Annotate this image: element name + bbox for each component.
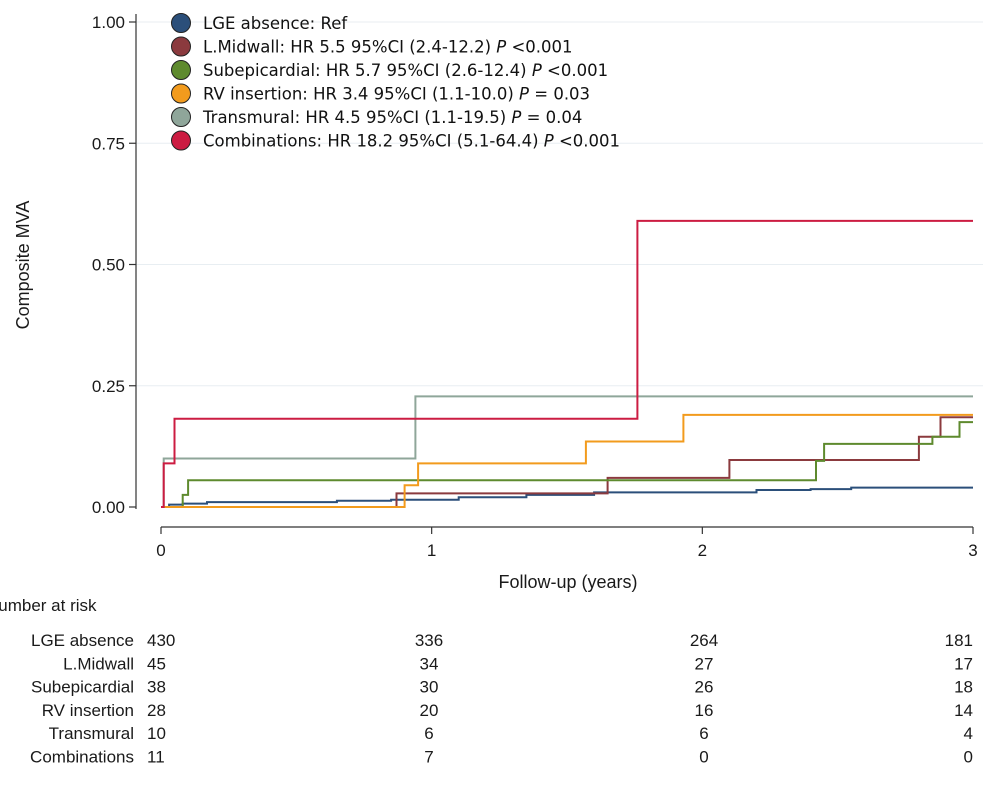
risk-cell: 28 xyxy=(147,701,166,720)
risk-cell: 26 xyxy=(695,678,714,697)
x-axis-title: Follow-up (years) xyxy=(498,572,637,592)
series-line-1 xyxy=(161,416,973,508)
risk-cell: 6 xyxy=(424,724,433,743)
risk-table-title: Number at risk xyxy=(0,596,97,615)
series-line-2 xyxy=(161,421,973,508)
risk-cell: 30 xyxy=(420,678,439,697)
risk-cell: 6 xyxy=(699,724,708,743)
risk-cell: 264 xyxy=(690,631,718,650)
legend-marker-1 xyxy=(171,36,191,57)
risk-cell: 18 xyxy=(954,678,973,697)
risk-cell: 27 xyxy=(695,654,714,673)
risk-cell: 34 xyxy=(420,654,439,673)
series-line-4 xyxy=(161,395,973,508)
legend-marker-0 xyxy=(171,13,191,33)
risk-cell: 4 xyxy=(964,724,973,743)
risk-cell: 16 xyxy=(695,701,714,720)
risk-cell: 0 xyxy=(964,748,973,767)
y-tick-label: 0.75 xyxy=(92,134,125,153)
x-tick-label: 3 xyxy=(968,541,977,560)
series-line-3 xyxy=(161,413,973,508)
y-tick-label: 0.25 xyxy=(92,377,125,396)
risk-cell: 17 xyxy=(954,654,973,673)
risk-cell: 336 xyxy=(415,631,443,650)
gridlines xyxy=(136,21,983,387)
x-tick-label: 2 xyxy=(698,541,707,560)
risk-row-label: Subepicardial xyxy=(31,678,134,697)
x-tick-label: 1 xyxy=(427,541,436,560)
legend-entry-4: Transmural: HR 4.5 95%CI (1.1-19.5) P = … xyxy=(202,108,582,127)
legend-marker-4 xyxy=(171,107,191,127)
risk-row-label: LGE absence xyxy=(31,631,134,650)
risk-row-label: Combinations xyxy=(30,748,134,767)
legend-entry-3: RV insertion: HR 3.4 95%CI (1.1-10.0) P … xyxy=(203,85,590,104)
series-lines xyxy=(161,219,973,508)
legend-entry-0: LGE absence: Ref xyxy=(203,14,348,33)
risk-cell: 20 xyxy=(420,701,439,720)
risk-cell: 14 xyxy=(954,701,973,720)
y-axis-title: Composite MVA xyxy=(13,201,33,330)
legend-marker-2 xyxy=(171,60,191,80)
legend-marker-3 xyxy=(171,83,191,104)
risk-row-label: Transmural xyxy=(49,724,134,743)
legend-entry-1: L.Midwall: HR 5.5 95%CI (2.4-12.2) P <0.… xyxy=(203,38,573,57)
legend-entry-2: Subepicardial: HR 5.7 95%CI (2.6-12.4) P… xyxy=(203,61,608,80)
axes: 0.00 0.25 0.50 0.75 1.00 0 1 2 3 xyxy=(92,13,978,560)
risk-cell: 10 xyxy=(147,724,166,743)
y-tick-label: 0.50 xyxy=(92,256,125,275)
legend-marker-5 xyxy=(171,130,191,151)
risk-cell: 45 xyxy=(147,654,166,673)
series-line-0 xyxy=(161,486,973,508)
risk-row-label: L.Midwall xyxy=(63,654,134,673)
series-line-5 xyxy=(161,219,973,508)
risk-cell: 7 xyxy=(424,748,433,767)
risk-cell: 38 xyxy=(147,678,166,697)
y-tick-label: 1.00 xyxy=(92,13,125,32)
legend-entry-5: Combinations: HR 18.2 95%CI (5.1-64.4) P… xyxy=(203,132,620,151)
risk-cell: 11 xyxy=(147,748,165,767)
y-tick-label: 0.00 xyxy=(92,498,125,517)
risk-cell: 430 xyxy=(147,631,175,650)
x-tick-label: 0 xyxy=(156,541,165,560)
risk-cell: 181 xyxy=(945,631,973,650)
legend: LGE absence: Ref L.Midwall: HR 5.5 95%CI … xyxy=(171,13,620,151)
risk-row-label: RV insertion xyxy=(42,701,134,720)
risk-cell: 0 xyxy=(699,748,708,767)
